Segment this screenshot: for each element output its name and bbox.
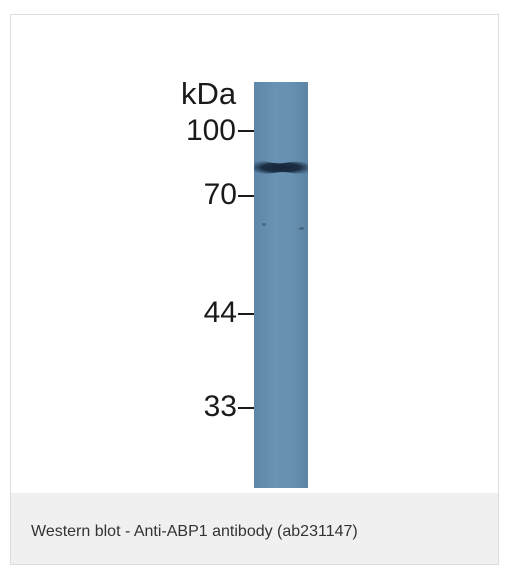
blot-lane	[254, 82, 308, 488]
protein-band	[254, 161, 308, 174]
marker-label-44: 44	[203, 296, 237, 329]
marker-label-100: 100	[185, 114, 236, 147]
marker-tick-100	[238, 130, 255, 132]
blot-spot	[262, 223, 266, 226]
western-blot-image: kDa 100 70 44 33	[11, 15, 498, 493]
unit-label: kDa	[181, 76, 237, 111]
marker-tick-33	[238, 407, 255, 409]
blot-spot	[299, 227, 304, 230]
figure-card: kDa 100 70 44 33	[10, 14, 499, 565]
caption-bar: Western blot - Anti-ABP1 antibody (ab231…	[11, 493, 498, 564]
marker-label-70: 70	[203, 178, 237, 211]
blot-panel: kDa 100 70 44 33	[11, 15, 498, 493]
marker-tick-70	[238, 195, 255, 197]
marker-label-33: 33	[203, 390, 237, 423]
marker-tick-44	[238, 313, 255, 315]
figure-caption: Western blot - Anti-ABP1 antibody (ab231…	[31, 523, 358, 540]
